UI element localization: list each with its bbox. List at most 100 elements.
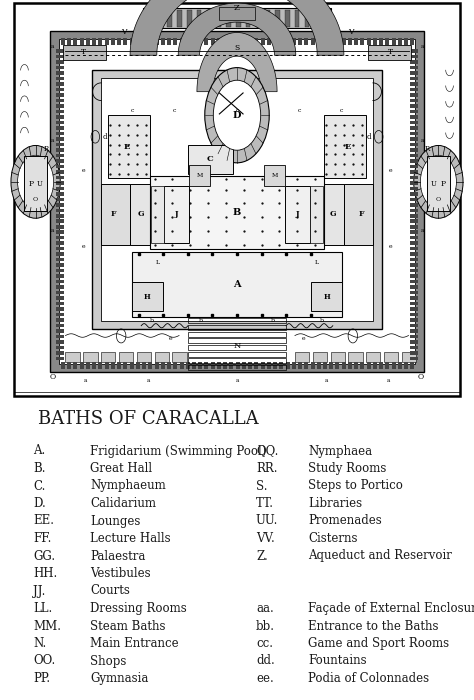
Bar [285,186,310,243]
Text: C: C [207,155,214,163]
Bar [186,38,190,45]
Bar [56,83,64,86]
Bar [410,302,418,305]
Text: a: a [420,44,424,49]
Bar [167,10,172,27]
Bar [410,181,418,185]
Text: Entrance to the Baths: Entrance to the Baths [308,620,438,633]
Bar [56,280,64,284]
Bar [56,132,64,135]
Text: Nymphaeum: Nymphaeum [90,480,166,493]
Text: b: b [199,318,203,323]
Bar [342,362,346,369]
Bar [188,325,286,330]
Bar [410,253,418,256]
Bar [360,362,365,369]
Bar [56,290,64,295]
Bar [56,71,64,75]
Bar [188,351,286,357]
Bar [56,247,64,251]
Bar [410,132,418,135]
Bar [56,170,64,174]
Bar [56,55,64,58]
Bar [211,362,215,369]
Bar [56,77,64,80]
Text: EE.: EE. [33,514,54,528]
Bar [56,253,64,256]
Bar [348,38,352,45]
Bar [402,352,416,362]
Bar [324,116,366,178]
Text: Promenades: Promenades [308,514,382,528]
Bar [229,38,233,45]
Bar [427,156,450,211]
Text: N: N [233,342,241,351]
Text: V: V [348,29,354,36]
Text: e: e [82,167,85,173]
Bar [132,253,342,317]
Bar [173,352,187,362]
Bar [197,10,201,27]
Bar [317,38,321,45]
Text: S.: S. [256,480,267,493]
Text: a: a [50,138,54,144]
Bar [173,362,177,369]
Text: c: c [130,108,134,113]
Text: B.: B. [33,462,46,475]
Bar [56,263,64,267]
Bar [279,362,283,369]
Bar [187,10,191,27]
Bar [323,362,327,369]
Bar [410,170,418,174]
Bar [207,10,211,27]
Text: U: U [431,180,437,188]
Bar [56,88,64,91]
Bar [56,66,64,69]
Bar [56,313,64,316]
Bar [198,362,202,369]
Bar [56,143,64,146]
Bar [410,346,418,349]
Text: d: d [367,133,372,141]
Text: A.: A. [33,444,46,458]
Text: Game and Sport Rooms: Game and Sport Rooms [308,637,449,650]
Bar [65,352,80,362]
Bar [136,38,140,45]
Bar [117,362,121,369]
Bar [56,269,64,272]
Bar [123,38,128,45]
Bar [354,362,358,369]
Text: PP.: PP. [33,672,50,685]
Bar [410,71,418,75]
Text: Libraries: Libraries [308,497,362,510]
Text: a: a [387,378,390,383]
Bar [360,38,365,45]
Bar [148,362,152,369]
Bar [410,290,418,295]
Bar [83,352,98,362]
Bar [410,164,418,168]
Text: D.: D. [33,497,46,510]
Bar [188,332,286,337]
Bar [119,352,133,362]
Bar [410,258,418,261]
Bar [217,362,221,369]
Circle shape [414,146,463,218]
Text: O: O [50,372,56,381]
Bar [354,38,358,45]
Bar [56,230,64,234]
Bar [298,38,302,45]
Text: E: E [123,143,130,150]
Bar [410,88,418,91]
Bar [410,357,418,360]
Bar [410,230,418,234]
Bar [63,45,106,60]
Bar [324,10,329,27]
Bar [56,50,64,53]
Bar [56,99,64,102]
Text: b: b [150,318,155,323]
Bar [137,352,151,362]
Bar [410,324,418,328]
Text: a: a [84,378,87,383]
Bar [99,38,102,45]
